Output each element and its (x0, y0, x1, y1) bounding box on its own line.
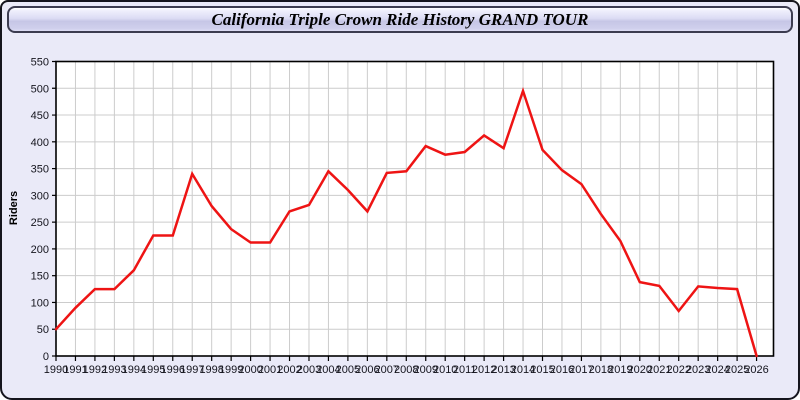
y-tick-label: 550 (31, 57, 49, 69)
y-tick-label: 250 (31, 217, 49, 229)
chart-title: California Triple Crown Ride History GRA… (211, 9, 589, 29)
y-tick-label: 350 (31, 164, 49, 176)
x-tick-label: 2011 (453, 364, 477, 376)
x-tick-label: 2018 (589, 364, 613, 376)
riders-line (54, 86, 758, 358)
x-tick-label: 2021 (647, 364, 671, 376)
x-tick-label: 2008 (394, 364, 418, 376)
y-tick-label: 400 (31, 137, 49, 149)
plot-border (55, 60, 775, 357)
x-tick-label: 2003 (297, 364, 321, 376)
x-tick-label: 2000 (238, 364, 262, 376)
y-tick-label: 100 (31, 297, 49, 309)
x-tick-label: 1990 (44, 364, 68, 376)
y-tick-label: 0 (43, 351, 49, 363)
x-tick-label: 1991 (63, 364, 87, 376)
x-tick-label: 2023 (686, 364, 710, 376)
ride-history-line-chart: 0501001502002503003504004505005501990199… (31, 57, 775, 376)
x-tick-label: 2007 (375, 364, 399, 376)
y-tick-label: 500 (31, 83, 49, 95)
x-tick-label: 2025 (725, 364, 749, 376)
x-tick-label: 1994 (122, 364, 146, 376)
chart-region: 0 50 100 150 200 250 300 350 400 450 500 550 1990 199… (2, 36, 798, 398)
chart-title-bar: California Triple Crown Ride History GRA… (7, 6, 793, 33)
y-tick-label: 150 (31, 271, 49, 283)
x-tick-label: 1996 (161, 364, 185, 376)
x-tick-label: 2006 (355, 364, 379, 376)
x-tick-label: 2017 (569, 364, 593, 376)
x-tick-label: 2013 (491, 364, 515, 376)
x-tick-label: 2012 (472, 364, 496, 376)
x-tick-label: 2022 (666, 364, 690, 376)
x-tick-label: 2002 (277, 364, 301, 376)
x-tick-label: 2004 (316, 364, 340, 376)
x-tick-label: 2015 (530, 364, 554, 376)
x-tick-label: 2024 (705, 364, 729, 376)
plot-area (56, 61, 774, 356)
x-tick-label: 1999 (219, 364, 243, 376)
x-tick-label: 1997 (180, 364, 204, 376)
y-tick-label: 200 (31, 244, 49, 256)
x-tick-label: 2016 (550, 364, 574, 376)
x-tick-label: 1995 (141, 364, 165, 376)
x-tick-label: 1992 (83, 364, 107, 376)
y-tick-label: 450 (31, 110, 49, 122)
x-tick-label: 2005 (336, 364, 360, 376)
x-tick-label: 2014 (511, 364, 535, 376)
x-tick-label: 2009 (413, 364, 437, 376)
y-axis-title: Riders (8, 190, 20, 226)
x-tick-label: 2010 (433, 364, 457, 376)
x-tick-label: 1998 (199, 364, 223, 376)
x-tick-label: 2019 (608, 364, 632, 376)
y-tick-label: 300 (31, 190, 49, 202)
x-tick-label: 2026 (744, 364, 768, 376)
x-tick-label: 2001 (258, 364, 282, 376)
x-tick-label: 1993 (102, 364, 126, 376)
y-tick-label: 50 (37, 324, 49, 336)
x-tick-label: 2020 (628, 364, 652, 376)
